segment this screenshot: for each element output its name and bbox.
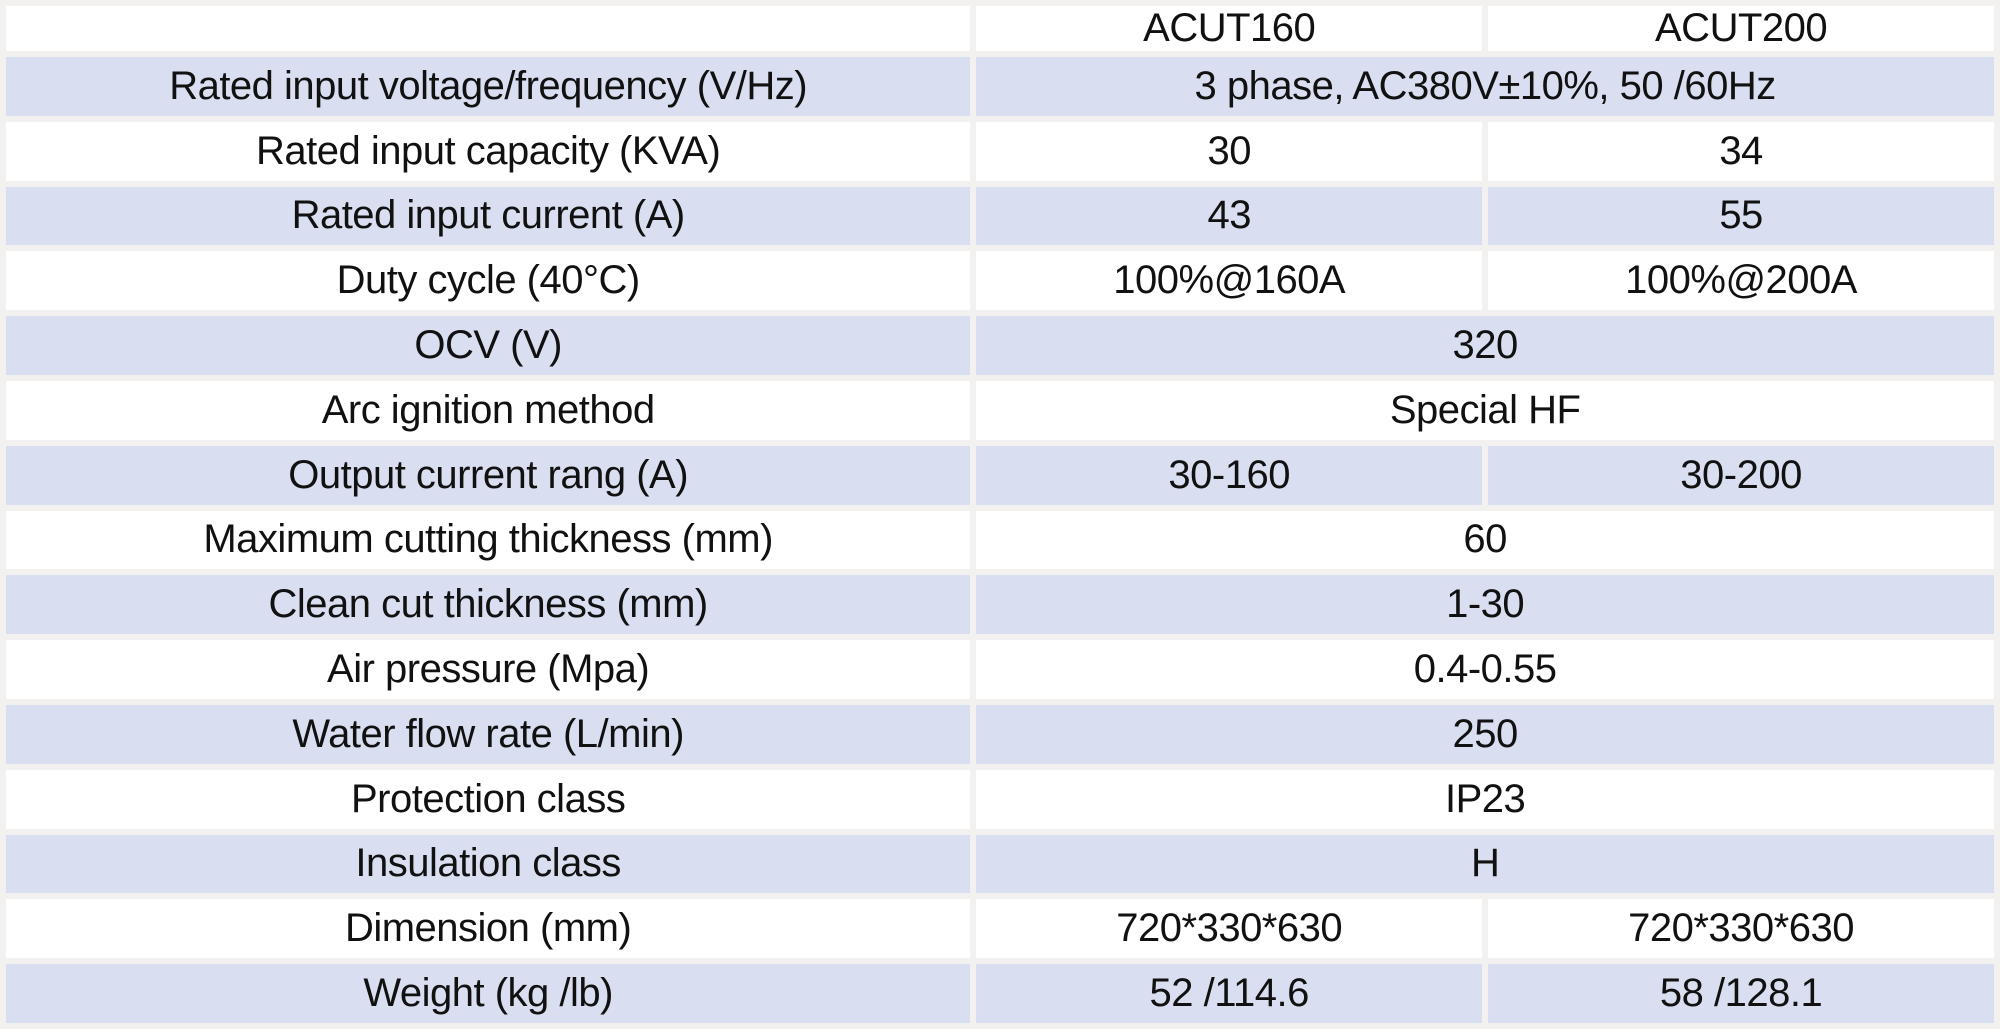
- row-value: 30-200: [1488, 445, 1994, 505]
- table-row: Arc ignition method Special HF: [6, 380, 1994, 440]
- row-label: Clean cut thickness (mm): [6, 575, 971, 635]
- row-value: 30-160: [976, 445, 1483, 505]
- row-value: 52 /114.6: [976, 964, 1483, 1023]
- row-label: Output current rang (A): [6, 445, 971, 505]
- row-value-merged: 1-30: [976, 575, 1994, 635]
- row-label: Air pressure (Mpa): [6, 640, 971, 699]
- row-value-merged: Special HF: [976, 380, 1994, 440]
- row-value: 58 /128.1: [1488, 964, 1994, 1023]
- row-value-merged: 250: [976, 704, 1994, 764]
- table-body: Rated input voltage/frequency (V/Hz) 3 ph…: [6, 57, 1994, 1023]
- row-label: Insulation class: [6, 834, 971, 894]
- row-value-merged: IP23: [976, 769, 1994, 829]
- row-label: Rated input voltage/frequency (V/Hz): [6, 57, 971, 116]
- row-label: Weight (kg /lb): [6, 964, 971, 1023]
- row-label: Maximum cutting thickness (mm): [6, 510, 971, 570]
- row-value: 720*330*630: [1488, 899, 1994, 959]
- column-header: ACUT160: [976, 6, 1483, 51]
- row-label: Arc ignition method: [6, 380, 971, 440]
- row-value: 43: [976, 186, 1483, 246]
- column-header: ACUT200: [1488, 6, 1994, 51]
- row-value-merged: 60: [976, 510, 1994, 570]
- table-row: Duty cycle (40°C) 100%@160A 100%@200A: [6, 251, 1994, 311]
- corner-cell: [6, 6, 971, 51]
- table-row: Protection class IP23: [6, 769, 1994, 829]
- row-value: 30: [976, 121, 1483, 181]
- row-label: OCV (V): [6, 316, 971, 375]
- table-row: Rated input voltage/frequency (V/Hz) 3 ph…: [6, 57, 1994, 116]
- table-row: Dimension (mm) 720*330*630 720*330*630: [6, 899, 1994, 959]
- row-value-merged: 0.4-0.55: [976, 640, 1994, 699]
- row-label: Dimension (mm): [6, 899, 971, 959]
- table-row: Clean cut thickness (mm) 1-30: [6, 575, 1994, 635]
- row-label: Duty cycle (40°C): [6, 251, 971, 311]
- row-value-merged: 320: [976, 316, 1994, 375]
- row-value: 100%@160A: [976, 251, 1483, 311]
- table-row: Output current rang (A) 30-160 30-200: [6, 445, 1994, 505]
- row-value: 100%@200A: [1488, 251, 1994, 311]
- row-label: Water flow rate (L/min): [6, 704, 971, 764]
- header-row: ACUT160 ACUT200: [6, 6, 1994, 51]
- row-label: Protection class: [6, 769, 971, 829]
- table-row: OCV (V) 320: [6, 316, 1994, 375]
- table-row: Rated input current (A) 43 55: [6, 186, 1994, 246]
- table-header: ACUT160 ACUT200: [6, 6, 1994, 51]
- table-row: Weight (kg /lb) 52 /114.6 58 /128.1: [6, 964, 1994, 1023]
- row-value: 720*330*630: [976, 899, 1483, 959]
- table-row: Insulation class H: [6, 834, 1994, 894]
- table-row: Water flow rate (L/min) 250: [6, 704, 1994, 764]
- row-value-merged: H: [976, 834, 1994, 894]
- row-value-merged: 3 phase, AC380V±10%, 50 /60Hz: [976, 57, 1994, 116]
- row-value: 55: [1488, 186, 1994, 246]
- row-label: Rated input capacity (KVA): [6, 121, 971, 181]
- table-row: Maximum cutting thickness (mm) 60: [6, 510, 1994, 570]
- row-value: 34: [1488, 121, 1994, 181]
- table-row: Air pressure (Mpa) 0.4-0.55: [6, 640, 1994, 699]
- table-row: Rated input capacity (KVA) 30 34: [6, 121, 1994, 181]
- row-label: Rated input current (A): [6, 186, 971, 246]
